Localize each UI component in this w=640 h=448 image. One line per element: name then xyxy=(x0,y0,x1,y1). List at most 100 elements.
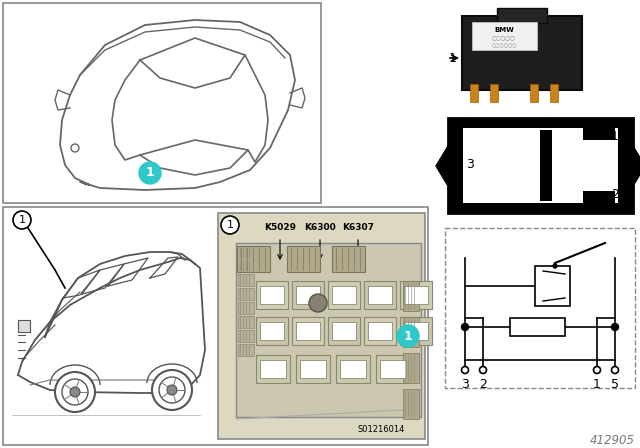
Text: 1: 1 xyxy=(611,129,619,142)
Bar xyxy=(463,128,618,203)
Bar xyxy=(3,3,321,203)
Bar xyxy=(583,191,615,203)
Bar xyxy=(238,246,254,258)
Text: 412905: 412905 xyxy=(590,434,635,447)
Text: 1: 1 xyxy=(146,167,154,180)
Bar xyxy=(238,274,254,286)
Bar xyxy=(462,16,582,90)
Text: S01216014: S01216014 xyxy=(358,425,405,434)
Text: ○○○○○: ○○○○○ xyxy=(492,35,516,40)
Text: 1: 1 xyxy=(227,220,234,230)
Bar xyxy=(550,84,558,102)
Text: 1: 1 xyxy=(19,215,26,225)
Bar xyxy=(403,281,419,311)
Bar xyxy=(218,213,425,439)
Bar xyxy=(296,355,330,383)
Text: 1: 1 xyxy=(449,52,457,65)
Circle shape xyxy=(159,377,185,403)
Text: 5: 5 xyxy=(611,378,619,391)
Circle shape xyxy=(55,372,95,412)
Bar xyxy=(490,84,498,102)
Circle shape xyxy=(167,385,177,395)
Bar xyxy=(376,355,410,383)
Bar xyxy=(400,281,432,309)
Circle shape xyxy=(611,323,618,331)
Circle shape xyxy=(479,366,486,374)
Bar xyxy=(368,322,392,340)
Bar xyxy=(292,317,324,345)
Bar xyxy=(18,320,30,332)
Text: K6300: K6300 xyxy=(304,223,336,232)
Circle shape xyxy=(139,162,161,184)
Bar xyxy=(336,355,370,383)
Bar xyxy=(260,322,284,340)
Bar xyxy=(470,84,478,102)
Bar xyxy=(296,286,320,304)
Bar xyxy=(448,118,633,213)
Polygon shape xyxy=(633,146,640,186)
Text: 1: 1 xyxy=(404,329,412,343)
Bar xyxy=(237,246,270,272)
Circle shape xyxy=(461,323,468,331)
Polygon shape xyxy=(18,258,205,393)
Bar xyxy=(296,322,320,340)
Text: BMW: BMW xyxy=(494,27,514,33)
Bar xyxy=(236,243,421,417)
Bar xyxy=(445,228,635,388)
Text: ○○○○○○: ○○○○○○ xyxy=(492,43,516,48)
Circle shape xyxy=(152,370,192,410)
Bar xyxy=(238,260,254,272)
Text: 5: 5 xyxy=(541,159,549,172)
Text: 3: 3 xyxy=(466,159,474,172)
Bar xyxy=(535,266,570,306)
Bar xyxy=(260,286,284,304)
Text: K6307: K6307 xyxy=(342,223,374,232)
Bar xyxy=(260,360,286,378)
Circle shape xyxy=(221,216,239,234)
Bar xyxy=(238,344,254,356)
Bar xyxy=(340,360,366,378)
Bar xyxy=(364,281,396,309)
Bar xyxy=(332,246,365,272)
Bar xyxy=(238,330,254,342)
Circle shape xyxy=(70,387,80,397)
Text: 2: 2 xyxy=(611,189,619,202)
Polygon shape xyxy=(436,146,448,186)
Bar xyxy=(403,353,419,383)
Circle shape xyxy=(71,144,79,152)
Bar xyxy=(3,207,428,445)
Bar xyxy=(256,355,290,383)
Bar xyxy=(256,317,288,345)
Bar xyxy=(332,322,356,340)
Bar xyxy=(510,318,565,336)
Bar xyxy=(238,316,254,328)
Circle shape xyxy=(461,366,468,374)
Bar xyxy=(238,288,254,300)
Bar xyxy=(400,317,432,345)
Bar xyxy=(364,317,396,345)
Circle shape xyxy=(62,379,88,405)
Text: K5029: K5029 xyxy=(264,223,296,232)
Text: 2: 2 xyxy=(479,378,487,391)
Circle shape xyxy=(593,366,600,374)
Circle shape xyxy=(13,211,31,229)
Bar xyxy=(472,22,537,50)
Bar xyxy=(404,322,428,340)
Bar xyxy=(238,302,254,314)
Circle shape xyxy=(397,325,419,347)
Bar xyxy=(328,317,360,345)
Text: 3: 3 xyxy=(461,378,469,391)
Circle shape xyxy=(553,264,557,268)
Bar xyxy=(300,360,326,378)
Bar xyxy=(332,286,356,304)
Bar xyxy=(497,8,547,23)
Bar xyxy=(540,130,552,201)
Bar xyxy=(583,128,615,140)
Bar xyxy=(530,84,538,102)
Bar xyxy=(328,281,360,309)
Bar xyxy=(287,246,320,272)
Bar xyxy=(403,317,419,347)
Circle shape xyxy=(309,294,327,312)
Bar xyxy=(404,286,428,304)
Bar xyxy=(380,360,406,378)
